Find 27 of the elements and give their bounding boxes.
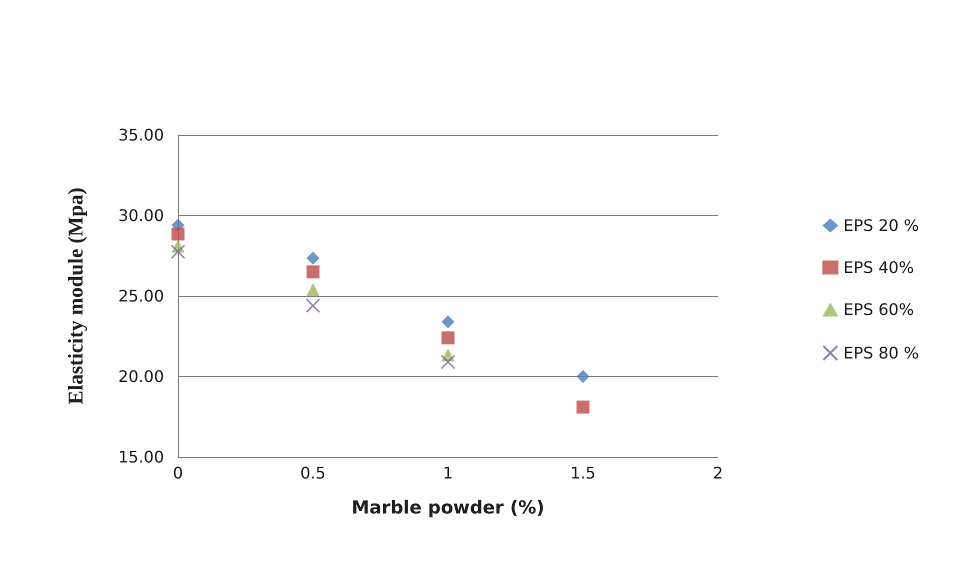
point: [442, 331, 454, 344]
point: [576, 400, 590, 414]
point: [170, 244, 186, 259]
x-tick-label: 2: [712, 464, 724, 482]
point: [440, 354, 456, 370]
legend-label: EPS 20 %: [843, 216, 920, 235]
legend-label: EPS 40%: [843, 258, 914, 277]
point: [306, 283, 320, 296]
y-tick-label: 30.00: [118, 206, 164, 225]
y-tick-label: 20.00: [118, 367, 164, 386]
y-axis-title: Elasticity module (Mpa): [64, 188, 88, 404]
x-tick-label: 1: [442, 464, 454, 482]
point: [172, 228, 184, 241]
point: [442, 315, 454, 328]
x-axis-title: Marble powder (%): [351, 498, 545, 518]
x-tick-label: 1.5: [570, 464, 596, 482]
point: [306, 252, 320, 265]
point: [306, 265, 320, 278]
x-tick-label: 0: [172, 464, 184, 482]
point: [576, 370, 590, 383]
x-tick-label: 0.5: [300, 464, 326, 482]
point: [306, 298, 320, 313]
legend-label: EPS 60%: [843, 300, 914, 319]
y-tick-label: 15.00: [118, 448, 164, 466]
legend-label: EPS 80 %: [843, 344, 920, 362]
y-tick-label: 35.00: [118, 126, 164, 144]
y-tick-label: 25.00: [118, 286, 164, 306]
